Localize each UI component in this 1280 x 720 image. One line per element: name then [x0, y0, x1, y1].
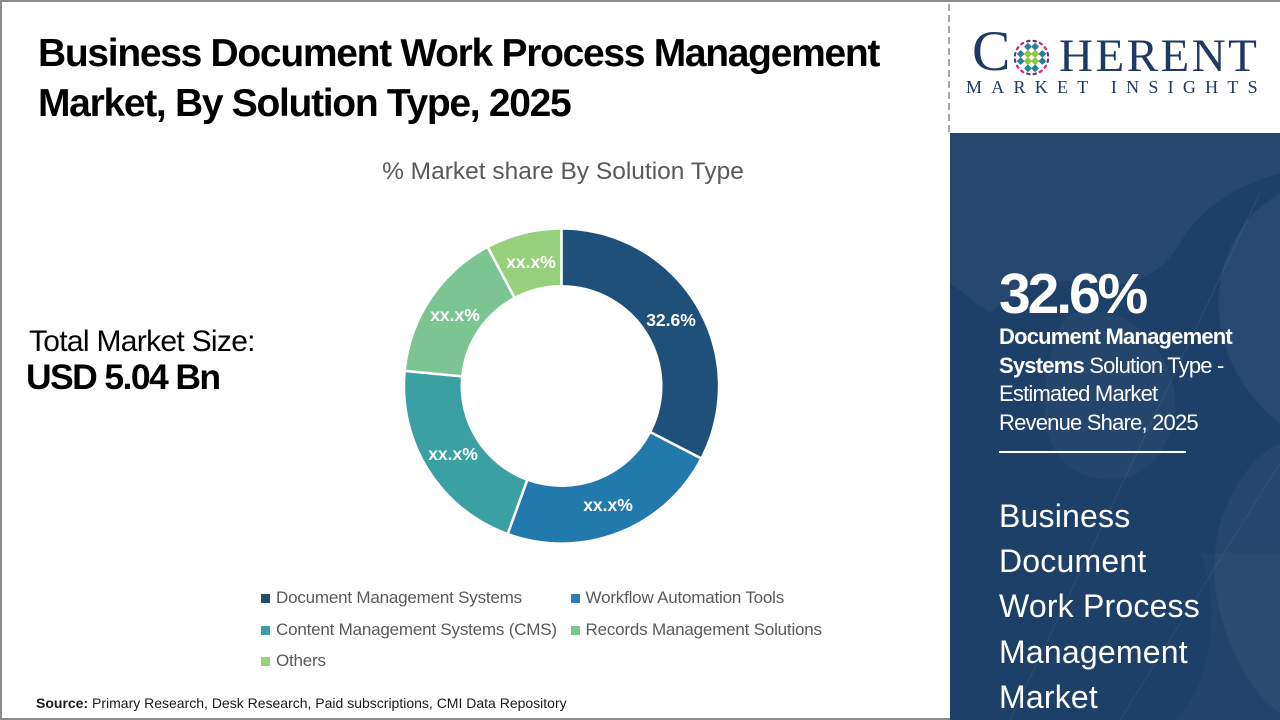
svg-text:xx.x%: xx.x% — [428, 444, 478, 464]
svg-text:32.6%: 32.6% — [646, 310, 696, 330]
svg-text:xx.x%: xx.x% — [583, 495, 633, 515]
svg-text:xx.x%: xx.x% — [430, 305, 480, 325]
svg-text:xx.x%: xx.x% — [506, 252, 556, 272]
